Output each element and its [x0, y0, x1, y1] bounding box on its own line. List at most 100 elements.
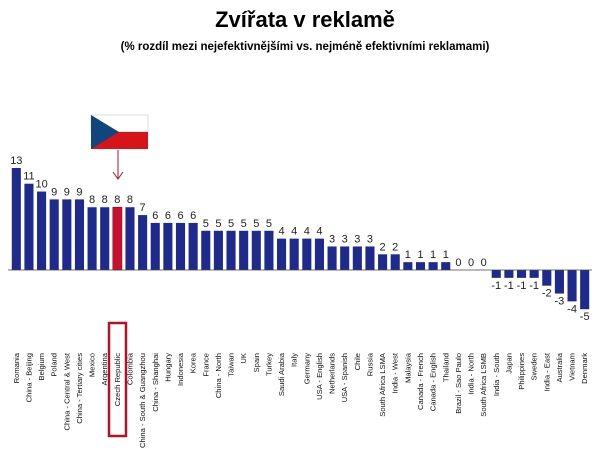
bar — [125, 207, 135, 270]
value-label: -1 — [491, 280, 501, 292]
value-label: 7 — [140, 202, 146, 214]
category-label: Denmark — [580, 353, 589, 384]
bar — [49, 199, 59, 270]
category-label: Russia — [365, 352, 374, 376]
value-label: -5 — [580, 311, 590, 323]
category-label: South Africa LSMB — [479, 353, 488, 417]
bar — [352, 246, 362, 270]
category-label: India - South — [492, 353, 501, 396]
bar — [213, 230, 223, 270]
category-label: Philippines — [517, 353, 526, 390]
value-label: 8 — [89, 194, 95, 206]
category-label-highlight: Czech Republic — [113, 353, 122, 406]
category-label: China - Shanghai — [151, 353, 160, 412]
category-label: USA - English — [315, 353, 324, 400]
category-label: Italy — [290, 353, 299, 367]
bar — [277, 238, 287, 270]
value-label: 2 — [380, 241, 386, 253]
value-label: 5 — [241, 218, 247, 230]
bar — [62, 199, 72, 270]
bar — [378, 254, 388, 270]
category-label: Romania — [12, 352, 21, 383]
bar — [504, 270, 514, 278]
value-label: 6 — [190, 210, 196, 222]
value-label: 10 — [35, 179, 47, 191]
category-label: China - South & Guangzhou — [138, 353, 147, 448]
value-label: 9 — [64, 186, 70, 198]
category-labels-layer: Romania China - Beijing Belgium Poland China… — [12, 352, 589, 448]
value-label: -1 — [517, 280, 527, 292]
value-label: 1 — [443, 249, 449, 261]
bar — [289, 238, 299, 270]
czech-flag-icon — [90, 114, 149, 149]
bar — [138, 215, 148, 270]
bar — [239, 230, 249, 270]
category-label: Netherlands — [328, 353, 337, 394]
category-label: India - East — [542, 352, 551, 391]
bar — [542, 270, 552, 286]
bar — [491, 270, 501, 278]
bar — [567, 270, 577, 302]
category-label: China - Tertiary cities — [75, 353, 84, 424]
value-label: 5 — [215, 218, 221, 230]
value-label: 1 — [405, 249, 411, 261]
category-label: Brazil - Sao Paulo — [454, 353, 463, 414]
bar — [529, 270, 539, 278]
category-label: Spain — [252, 353, 261, 372]
category-label: Saudi Arabia — [277, 352, 286, 396]
value-label: 3 — [367, 233, 373, 245]
category-label: Hungary — [163, 353, 172, 382]
flag-blue-triangle — [91, 115, 119, 149]
bar — [327, 246, 337, 270]
bars-layer — [11, 168, 590, 310]
category-label: South Africa LSMA — [378, 352, 387, 417]
value-label: 6 — [152, 210, 158, 222]
value-label: 5 — [266, 218, 272, 230]
bar — [415, 262, 426, 270]
bar — [251, 230, 261, 270]
value-label: 8 — [127, 194, 133, 206]
bar — [201, 230, 211, 270]
value-label: 13 — [10, 155, 22, 167]
value-label: 4 — [278, 226, 284, 238]
value-label: 0 — [468, 257, 474, 269]
category-label: Australia — [555, 352, 564, 382]
category-label: Germany — [302, 353, 311, 384]
callout-arrow-head — [112, 171, 124, 180]
value-label: 8 — [102, 194, 108, 206]
category-label: China - Beijing — [24, 353, 33, 402]
category-label: Malaysia — [403, 352, 412, 383]
value-label: 5 — [228, 218, 234, 230]
value-label: 6 — [165, 210, 171, 222]
value-label: 1 — [430, 249, 436, 261]
value-label: 0 — [481, 257, 487, 269]
value-label: 2 — [392, 241, 398, 253]
category-label: Poland — [50, 353, 59, 377]
chart-subtitle: (% rozdíl mezi nejefektivnějšími vs. nej… — [121, 41, 490, 53]
category-label: Belgium — [37, 353, 46, 380]
bar — [403, 262, 413, 270]
bar-highlight — [112, 206, 123, 271]
value-label: 3 — [329, 233, 335, 245]
category-label: Colombia — [125, 352, 134, 385]
bar — [365, 246, 375, 270]
value-label: 9 — [76, 186, 82, 198]
category-label: Vietnam — [568, 353, 577, 381]
category-label: China - Central & West — [62, 352, 71, 430]
category-label: Indonesia — [176, 352, 185, 386]
value-label: 8 — [114, 194, 120, 206]
bar — [226, 230, 236, 270]
bar — [150, 222, 160, 270]
bar — [11, 168, 21, 270]
category-label: India - North — [467, 353, 476, 395]
bar — [188, 222, 198, 270]
category-label: USA - Spanish — [340, 353, 349, 402]
value-label: -2 — [542, 288, 552, 300]
bar — [163, 222, 173, 270]
bar — [87, 207, 97, 270]
bar — [100, 207, 110, 270]
category-label: Chile — [353, 353, 362, 370]
category-label: China - North — [214, 353, 223, 398]
